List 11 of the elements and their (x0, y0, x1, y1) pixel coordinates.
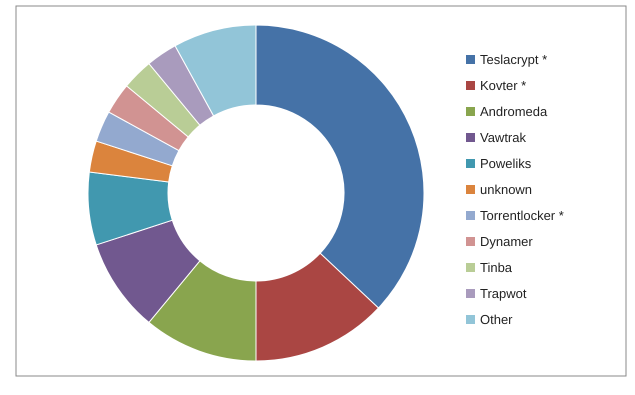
legend-label: Dynamer (480, 234, 534, 249)
legend-label: Teslacrypt * (480, 52, 548, 67)
legend-label: Poweliks (480, 156, 532, 171)
legend-label: Torrentlocker * (480, 208, 564, 223)
legend-label: unknown (480, 182, 532, 197)
legend-label: Kovter * (480, 78, 526, 93)
legend-label: Other (480, 312, 514, 327)
legend-label: Tinba (480, 260, 513, 275)
legend-label: Andromeda (480, 104, 548, 119)
legend-label: Trapwot (480, 286, 527, 301)
legend-label: Vawtrak (480, 130, 526, 145)
